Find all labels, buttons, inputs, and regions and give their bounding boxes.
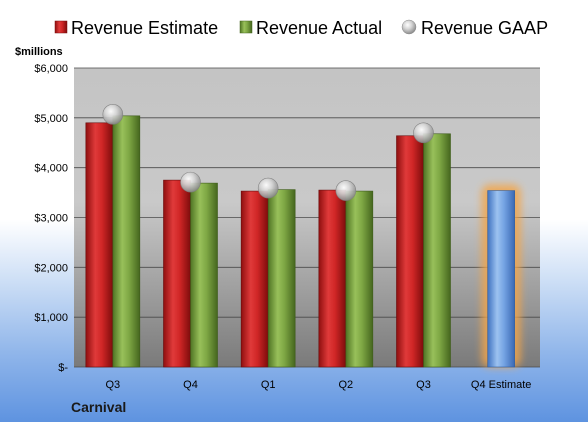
marker-gaap-0	[102, 104, 124, 125]
x-axis-ticks: Q3 Q4 Q1 Q2 Q3 Q4 Estimate	[105, 379, 531, 391]
gridlines	[74, 67, 540, 368]
company-label: Carnival	[71, 399, 126, 415]
y-tick-label-3: $3,000	[34, 213, 68, 225]
bar-actual-1	[190, 182, 218, 368]
marker-gaap-3	[335, 180, 357, 201]
gaap-markers	[102, 104, 434, 201]
legend-item-estimate: Revenue Estimate	[54, 18, 218, 38]
x-tick-label-4: Q3	[416, 379, 431, 391]
bar-estimate-0	[85, 122, 114, 368]
marker-gaap-1	[180, 171, 201, 193]
legend-swatch-actual	[239, 20, 253, 34]
y-tick-label-0: $-	[58, 362, 68, 374]
legend-label-actual: Revenue Actual	[256, 18, 382, 38]
y-tick-label-2: $2,000	[34, 262, 68, 274]
y-axis-ticks: $- $1,000 $2,000 $3,000 $4,000 $5,000 $6,000	[34, 63, 68, 374]
x-tick-label-1: Q4	[183, 379, 198, 391]
bar-estimate-2	[240, 190, 269, 368]
legend-item-actual: Revenue Actual	[239, 18, 382, 38]
bar-actual-0	[112, 115, 141, 368]
x-tick-label-3: Q2	[338, 379, 353, 391]
bar-estimate-5	[487, 190, 515, 368]
y-axis-unit-label: $millions	[15, 46, 63, 58]
x-tick-label-2: Q1	[261, 379, 276, 391]
legend-label-estimate: Revenue Estimate	[71, 18, 218, 38]
legend-label-gaap: Revenue GAAP	[421, 18, 548, 38]
y-tick-label-6: $6,000	[34, 63, 68, 75]
bar-actual-2	[267, 189, 296, 368]
y-tick-label-1: $1,000	[34, 312, 68, 324]
bar-actual-3	[345, 190, 374, 368]
bar-estimate-4	[396, 135, 424, 368]
legend-item-gaap: Revenue GAAP	[401, 18, 548, 38]
legend: Revenue Estimate Revenue Actual Revenue …	[54, 18, 548, 38]
bar-estimate-1	[163, 179, 191, 368]
y-tick-label-4: $4,000	[34, 163, 68, 175]
y-tick-label-5: $5,000	[34, 113, 68, 125]
legend-swatch-estimate	[54, 20, 68, 34]
marker-gaap-4	[413, 122, 434, 144]
x-tick-label-5: Q4 Estimate	[471, 379, 532, 391]
bar-estimate-3	[318, 189, 347, 368]
bar-actual-4	[423, 133, 451, 368]
marker-gaap-2	[257, 177, 279, 199]
bars	[85, 115, 515, 368]
legend-swatch-gaap	[401, 19, 417, 35]
x-tick-label-0: Q3	[105, 379, 120, 391]
